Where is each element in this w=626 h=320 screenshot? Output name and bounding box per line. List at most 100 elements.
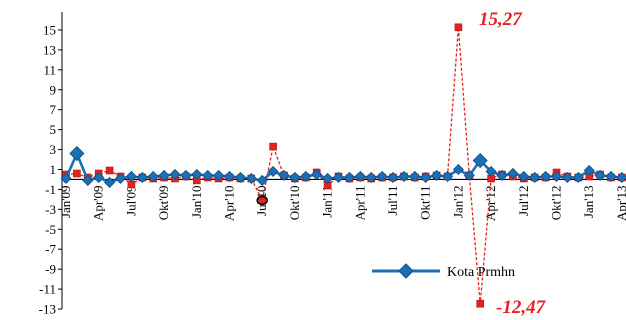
- y-tick-label: -5: [45, 222, 56, 237]
- x-tick-label: Okt'09: [156, 185, 171, 220]
- series-line-1: [65, 27, 622, 304]
- data-point-diamond: [278, 169, 290, 182]
- data-point-diamond: [496, 169, 508, 182]
- data-point-diamond: [431, 169, 443, 182]
- y-tick-label: -11: [39, 282, 56, 297]
- x-tick-label: Jan'11: [320, 185, 335, 217]
- data-point-diamond: [594, 169, 606, 182]
- y-tick-label: 13: [43, 42, 56, 57]
- data-point-square: [73, 169, 81, 178]
- data-point-diamond: [387, 171, 399, 184]
- data-point-diamond: [234, 171, 246, 184]
- data-point-diamond: [485, 165, 497, 178]
- data-point-diamond: [245, 172, 257, 185]
- y-tick-label: -1: [45, 182, 56, 197]
- data-point-diamond: [169, 168, 181, 181]
- data-point-diamond: [376, 170, 388, 183]
- legend-marker-diamond: [398, 263, 414, 279]
- data-point-diamond: [289, 171, 301, 184]
- data-point-diamond: [311, 168, 323, 181]
- data-point-square: [454, 23, 463, 32]
- y-tick-label: 1: [50, 162, 57, 177]
- data-point-diamond: [616, 171, 626, 184]
- x-tick-label: Okt'11: [418, 185, 433, 219]
- y-tick-label: -3: [45, 202, 56, 217]
- data-point-diamond: [114, 172, 127, 185]
- y-axis: 15 13 11 9 7 5 3 1 -1 -3 -5 -7 -9 -11 -13: [39, 12, 63, 317]
- data-point-diamond: [365, 171, 377, 184]
- data-point-square: [476, 299, 485, 308]
- data-point-square: [269, 142, 277, 151]
- y-tick-label: -9: [45, 262, 56, 277]
- data-point-diamond: [180, 169, 192, 182]
- x-tick-label: Jan'12: [450, 185, 465, 218]
- x-tick-label: Okt'12: [549, 185, 564, 220]
- y-tick-label: 7: [50, 102, 57, 117]
- data-point-diamond: [136, 171, 148, 184]
- data-point-diamond: [441, 170, 454, 183]
- data-point-diamond: [267, 165, 279, 178]
- data-point-diamond: [104, 176, 116, 189]
- x-tick-label: Apr'12: [483, 185, 498, 221]
- x-tick-label: Jan'13: [581, 185, 596, 218]
- y-tick-label: 9: [50, 82, 57, 97]
- data-point-diamond: [191, 168, 203, 181]
- y-tick-label: -13: [39, 302, 56, 317]
- annotation-min: -12,47: [496, 297, 547, 318]
- x-tick-label: Jan'10: [189, 185, 204, 218]
- y-tick-label: 11: [43, 62, 56, 77]
- y-tick-label: 5: [50, 122, 57, 137]
- x-axis: Jan'09 Apr'09 Jul'09 Okt'09 Jan'10 Apr'10 Jul'…: [58, 178, 626, 221]
- data-point-diamond: [82, 174, 94, 187]
- data-point-square: [105, 166, 114, 175]
- data-point-diamond: [398, 170, 410, 183]
- legend: Kota Prmhn: [372, 263, 515, 280]
- x-tick-label: Jul'11: [385, 185, 400, 215]
- y-tick-label: 15: [43, 22, 56, 37]
- data-point-diamond: [507, 167, 519, 180]
- data-point-diamond: [561, 171, 573, 184]
- data-point-diamond: [529, 171, 541, 184]
- data-point-diamond: [518, 170, 530, 183]
- data-point-diamond: [322, 172, 334, 185]
- data-point-diamond: [256, 174, 268, 187]
- y-tick-label: 3: [50, 142, 57, 157]
- legend-label: Kota Prmhn: [447, 265, 515, 280]
- data-point-square: [258, 196, 267, 205]
- y-tick-label: -7: [45, 242, 56, 257]
- data-point-diamond: [343, 171, 355, 184]
- series-layer: [60, 23, 626, 308]
- data-point-diamond: [550, 170, 563, 183]
- data-point-diamond: [125, 170, 137, 183]
- x-tick-label: Apr'11: [352, 185, 367, 220]
- annotation-max: 15,27: [479, 9, 523, 30]
- data-point-diamond: [223, 170, 236, 183]
- data-point-diamond: [93, 171, 105, 184]
- x-tick-label: Apr'10: [222, 185, 237, 221]
- data-point-diamond: [472, 152, 488, 169]
- highlight-ring: [256, 195, 268, 206]
- data-point-diamond: [420, 171, 432, 184]
- x-tick-label: Okt'10: [287, 185, 302, 220]
- data-point-diamond: [332, 171, 345, 184]
- data-point-diamond: [213, 169, 225, 182]
- data-point-diamond: [583, 164, 595, 177]
- data-point-diamond: [158, 169, 170, 182]
- data-point-diamond: [452, 163, 464, 176]
- x-tick-label: Apr'13: [614, 185, 626, 221]
- x-tick-label: Jan'09: [58, 185, 73, 218]
- x-tick-label: Jul'09: [123, 185, 138, 216]
- data-point-diamond: [572, 171, 584, 184]
- data-point-diamond: [463, 169, 475, 182]
- data-point-diamond: [202, 169, 214, 182]
- data-point-diamond: [605, 170, 617, 183]
- annotations: 15,27 -12,47: [479, 9, 547, 318]
- data-point-diamond: [409, 170, 421, 183]
- data-point-diamond: [354, 170, 366, 183]
- data-point-diamond: [60, 172, 72, 185]
- data-point-diamond: [300, 170, 312, 183]
- data-point-diamond: [69, 145, 85, 162]
- data-point-diamond: [147, 170, 159, 183]
- data-point-diamond: [540, 170, 552, 183]
